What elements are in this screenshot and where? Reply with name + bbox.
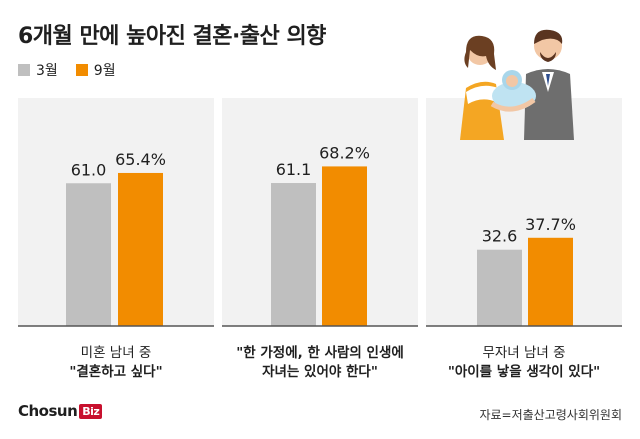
logo-main-text: Chosun: [18, 402, 78, 420]
category-panel-1: [18, 98, 214, 326]
category-label-3: 무자녀 남녀 중 "아이를 낳을 생각이 있다": [429, 344, 619, 382]
legend-swatch-march: [18, 64, 30, 76]
category-panel-3: [426, 98, 622, 326]
category-panel-2: [222, 98, 418, 326]
chosunbiz-logo: Chosun Biz: [18, 402, 103, 420]
category-label-1: 미혼 남녀 중 "결혼하고 싶다": [21, 344, 211, 382]
bar-september-3: [528, 237, 573, 326]
legend: 3월 9월: [18, 60, 128, 80]
legend-item-march: 3월: [18, 60, 58, 80]
legend-swatch-september: [75, 64, 88, 76]
value-label-march-3: 32.6: [482, 227, 518, 246]
source-note: 자료=저출산고령사회위원회: [479, 408, 622, 422]
legend-label-march: 3월: [36, 63, 58, 79]
category-label-2-line2: 자녀는 있어야 한다": [262, 364, 378, 380]
value-label-september-3: 37.7%: [525, 215, 576, 234]
family-holding-baby-icon: [460, 29, 574, 140]
value-label-september-1: 65.4%: [115, 150, 166, 169]
logo-biz-text: Biz: [79, 403, 103, 419]
category-label-2-line1: "한 가정에, 한 사람의 인생에: [236, 345, 404, 361]
bar-march-2: [271, 183, 316, 326]
legend-item-september: 9월: [75, 60, 116, 80]
bar-september-2: [322, 166, 367, 326]
value-label-september-2: 68.2%: [319, 143, 370, 162]
bar-march-1: [66, 183, 111, 326]
category-label-1-line2: "결혼하고 싶다": [69, 364, 163, 380]
chart-title: 6개월 만에 높아진 결혼·출산 의향: [18, 24, 326, 49]
category-label-2: "한 가정에, 한 사람의 인생에 자녀는 있어야 한다": [225, 344, 415, 382]
category-label-3-line1: 무자녀 남녀 중: [482, 345, 566, 361]
value-label-march-2: 61.1: [276, 160, 312, 179]
bar-march-3: [477, 249, 522, 326]
value-label-march-1: 61.0: [71, 160, 107, 179]
category-label-1-line1: 미혼 남녀 중: [80, 345, 152, 361]
category-label-3-line2: "아이를 낳을 생각이 있다": [447, 364, 601, 380]
bar-september-1: [118, 172, 163, 326]
legend-label-september: 9월: [93, 63, 116, 79]
